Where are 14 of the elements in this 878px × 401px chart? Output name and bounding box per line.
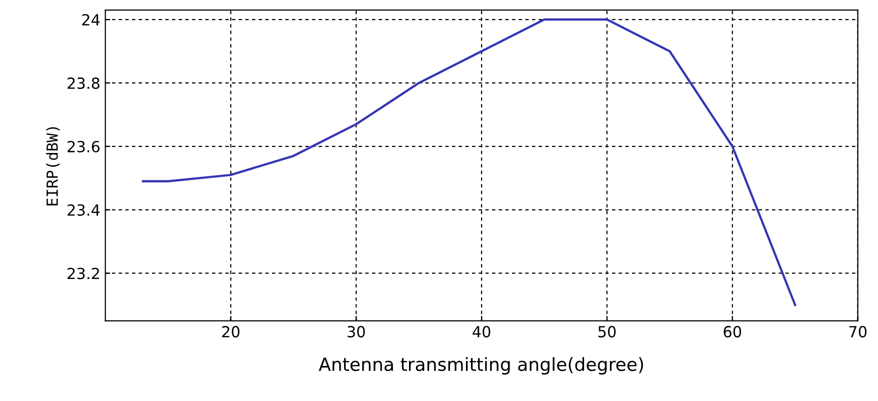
y-tick-label: 23.6: [68, 140, 100, 152]
y-tick-label: 23.4: [68, 204, 100, 216]
x-axis-title: Antenna transmitting angle(degree): [318, 357, 644, 375]
x-tick-label: 50: [598, 326, 616, 338]
y-axis-title: EIRP(dBW): [46, 127, 60, 206]
x-tick-label: 30: [348, 326, 365, 338]
line-series: [142, 18, 796, 306]
x-tick-label: 70: [849, 326, 867, 338]
y-tick-label: 23.2: [68, 268, 99, 280]
x-tick-label: 60: [724, 326, 742, 338]
x-tick-label: 40: [472, 326, 490, 338]
x-tick-label: 20: [222, 326, 240, 338]
y-tick-label: 23.8: [68, 77, 100, 89]
y-tick-label: 24: [82, 14, 100, 26]
